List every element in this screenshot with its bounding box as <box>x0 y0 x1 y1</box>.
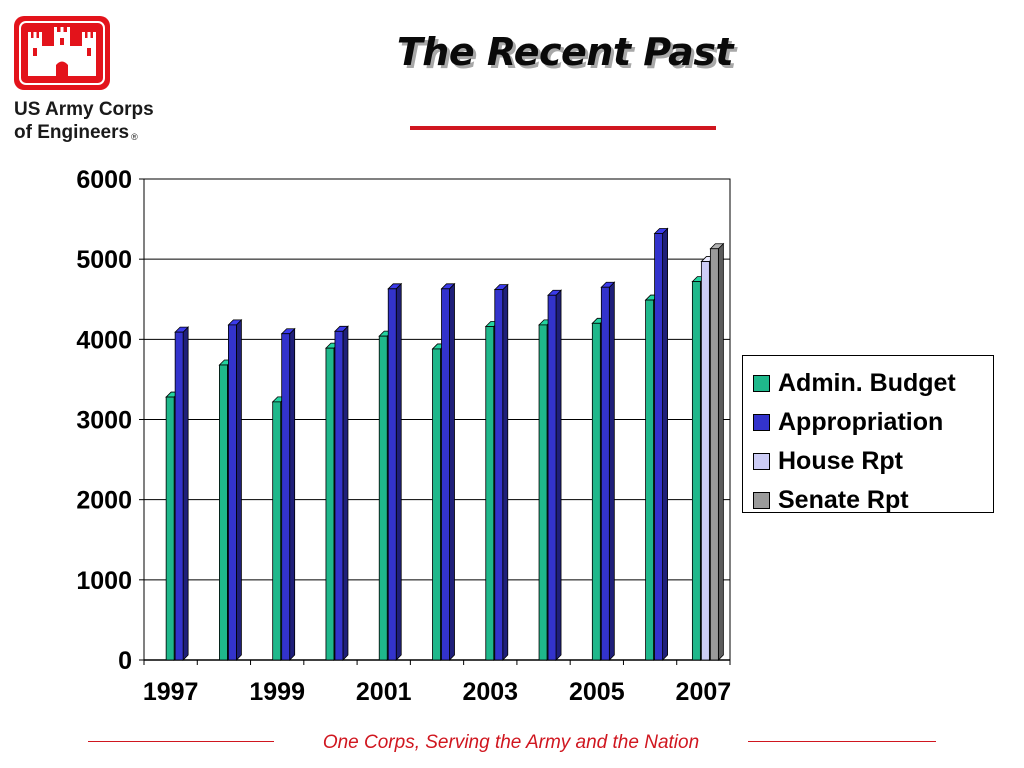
bar-appropriation-1997 <box>174 331 184 661</box>
bar-admin-budget-2002 <box>432 348 441 661</box>
footer-rule-left <box>88 741 274 742</box>
bar-senate-rpt-2007 <box>709 248 719 661</box>
legend-label-admin-budget: Admin. Budget <box>778 369 956 397</box>
legend-swatch-admin-budget <box>753 375 770 392</box>
bar-admin-budget-2004 <box>538 324 548 661</box>
y-tick-label: 6000 <box>76 166 132 194</box>
legend-swatch-house-rpt <box>753 453 770 470</box>
bar-admin-budget-2006 <box>645 299 654 661</box>
bar-chart: 0 1000 2000 3000 4000 5000 6000 1997 1999 2001 200… <box>76 166 732 706</box>
bar-admin-budget-2005 <box>591 322 601 661</box>
legend-item-admin-budget: Admin. Budget <box>753 364 993 403</box>
corps-castle-logo <box>14 16 110 90</box>
bar-admin-budget-2001 <box>378 335 388 661</box>
bar-admin-budget-1998 <box>219 364 228 661</box>
bar-side-appropriation-2002 <box>449 282 455 661</box>
bar-side-appropriation-1999 <box>289 327 296 661</box>
footer-tagline: One Corps, Serving the Army and the Nati… <box>322 732 700 753</box>
bar-appropriation-1998 <box>228 324 237 661</box>
bar-appropriation-2006 <box>654 233 663 661</box>
bar-appropriation-2003 <box>494 289 504 661</box>
bar-side-appropriation-2005 <box>608 281 615 661</box>
bar-side-appropriation-2003 <box>502 283 509 661</box>
legend-label-house-rpt: House Rpt <box>778 447 903 475</box>
bar-admin-budget-2007 <box>691 281 701 661</box>
bar-appropriation-2004 <box>547 294 557 661</box>
bar-appropriation-2002 <box>441 288 450 661</box>
bar-side-senate-rpt-2007 <box>717 242 724 661</box>
bar-side-appropriation-2004 <box>555 289 562 661</box>
bar-side-appropriation-1997 <box>182 326 189 661</box>
bar-admin-budget-2003 <box>485 326 495 661</box>
registered-mark: ® <box>131 132 138 142</box>
legend-item-house-rpt: House Rpt <box>753 442 993 481</box>
bar-side-appropriation-2000 <box>342 325 349 661</box>
y-tick-label: 3000 <box>76 407 132 435</box>
x-tick-label: 1999 <box>249 678 305 706</box>
y-tick-label: 2000 <box>76 487 132 515</box>
legend-label-senate-rpt: Senate Rpt <box>778 486 909 514</box>
x-tick-label: 2001 <box>356 678 412 706</box>
bar-admin-budget-1997 <box>165 396 175 661</box>
legend-swatch-senate-rpt <box>753 492 770 509</box>
org-name-line2: of Engineers ® <box>14 122 138 144</box>
x-tick-label: 2003 <box>462 678 518 706</box>
slide-title: The Recent Past <box>396 30 734 74</box>
x-tick-label: 2005 <box>569 678 625 706</box>
y-tick-label: 0 <box>118 647 132 675</box>
title-underline <box>410 126 716 130</box>
bar-admin-budget-2000 <box>325 347 335 661</box>
legend-label-appropriation: Appropriation <box>778 408 944 436</box>
x-tick-label: 2007 <box>676 678 732 706</box>
org-name-line1: US Army Corps <box>14 99 154 120</box>
y-tick-label: 1000 <box>76 567 132 595</box>
x-tick-label: 1997 <box>143 678 199 706</box>
bar-appropriation-2000 <box>334 330 344 661</box>
castle-icon <box>14 16 110 90</box>
y-tick-label: 4000 <box>76 326 132 354</box>
chart-legend: Admin. Budget Appropriation House Rpt Se… <box>742 355 994 514</box>
y-tick-label: 5000 <box>76 246 132 274</box>
legend-item-senate-rpt: Senate Rpt <box>753 481 993 520</box>
bar-house-rpt-2007 <box>700 261 710 661</box>
bar-appropriation-2001 <box>387 288 397 661</box>
bar-appropriation-2005 <box>600 286 610 661</box>
bar-admin-budget-1999 <box>272 401 282 661</box>
footer-rule-right <box>748 741 936 742</box>
legend-swatch-appropriation <box>753 414 770 431</box>
bar-side-appropriation-1998 <box>236 318 242 661</box>
bar-appropriation-1999 <box>281 333 291 661</box>
org-name-line2-text: of Engineers <box>14 122 130 143</box>
bar-side-appropriation-2006 <box>662 227 668 661</box>
legend-item-appropriation: Appropriation <box>753 403 993 442</box>
bar-side-appropriation-2001 <box>395 282 402 661</box>
